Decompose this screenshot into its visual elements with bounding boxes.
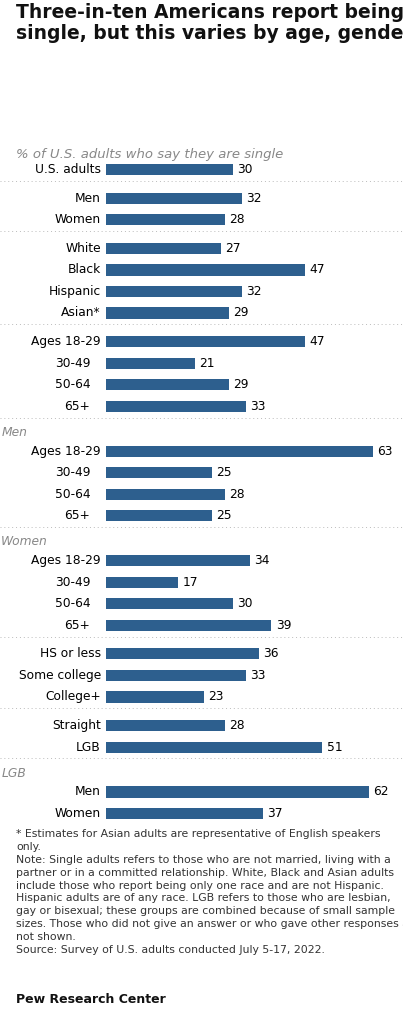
Text: 37: 37 bbox=[267, 807, 283, 820]
Text: 30-49: 30-49 bbox=[55, 356, 90, 370]
Text: 30: 30 bbox=[237, 597, 253, 610]
Text: 33: 33 bbox=[250, 399, 266, 413]
Text: Pew Research Center: Pew Research Center bbox=[16, 992, 166, 1006]
Text: * Estimates for Asian adults are representative of English speakers
only.
Note: : * Estimates for Asian adults are represe… bbox=[16, 829, 403, 954]
Text: 27: 27 bbox=[225, 242, 240, 255]
Bar bbox=[106, 286, 242, 297]
Text: U.S. adults: U.S. adults bbox=[35, 163, 101, 176]
Bar bbox=[106, 467, 212, 478]
Bar bbox=[106, 620, 272, 631]
Text: Straight: Straight bbox=[52, 719, 101, 732]
Text: 32: 32 bbox=[246, 191, 262, 205]
Text: 47: 47 bbox=[310, 335, 325, 348]
Bar bbox=[106, 598, 233, 609]
Bar bbox=[106, 488, 225, 500]
Bar bbox=[106, 164, 233, 175]
Bar bbox=[106, 243, 220, 254]
Text: 65+: 65+ bbox=[64, 618, 90, 632]
Text: 50-64: 50-64 bbox=[55, 378, 90, 391]
Text: 29: 29 bbox=[233, 378, 249, 391]
Text: 33: 33 bbox=[250, 669, 266, 682]
Bar bbox=[106, 648, 259, 659]
Text: Women: Women bbox=[55, 213, 101, 226]
Text: Men: Men bbox=[1, 426, 27, 438]
Text: 21: 21 bbox=[199, 356, 215, 370]
Text: 17: 17 bbox=[183, 575, 198, 589]
Text: HS or less: HS or less bbox=[40, 647, 101, 660]
Text: 51: 51 bbox=[327, 740, 342, 754]
Bar bbox=[106, 555, 250, 566]
Bar bbox=[106, 357, 195, 369]
Text: 23: 23 bbox=[208, 690, 223, 703]
Bar bbox=[106, 691, 204, 702]
Bar bbox=[106, 445, 373, 457]
Text: 36: 36 bbox=[263, 647, 278, 660]
Text: LGB: LGB bbox=[1, 767, 26, 779]
Text: 65+: 65+ bbox=[64, 399, 90, 413]
Text: 34: 34 bbox=[255, 554, 270, 567]
Text: 47: 47 bbox=[310, 263, 325, 276]
Text: 25: 25 bbox=[216, 466, 232, 479]
Bar bbox=[106, 577, 178, 588]
Text: Women: Women bbox=[55, 807, 101, 820]
Text: College+: College+ bbox=[45, 690, 101, 703]
Bar bbox=[106, 670, 246, 681]
Text: White: White bbox=[65, 242, 101, 255]
Text: 30: 30 bbox=[237, 163, 253, 176]
Bar bbox=[106, 193, 242, 204]
Text: 65+: 65+ bbox=[64, 509, 90, 522]
Text: 50-64: 50-64 bbox=[55, 597, 90, 610]
Bar bbox=[106, 379, 229, 390]
Bar bbox=[106, 741, 322, 753]
Bar bbox=[106, 808, 263, 819]
Text: % of U.S. adults who say they are single: % of U.S. adults who say they are single bbox=[16, 148, 283, 162]
Text: Three-in-ten Americans report being
single, but this varies by age, gender: Three-in-ten Americans report being sing… bbox=[16, 3, 403, 43]
Text: Black: Black bbox=[68, 263, 101, 276]
Text: LGB: LGB bbox=[76, 740, 101, 754]
Text: 25: 25 bbox=[216, 509, 232, 522]
Bar bbox=[106, 214, 225, 225]
Text: 30-49: 30-49 bbox=[55, 466, 90, 479]
Text: 28: 28 bbox=[229, 487, 245, 501]
Bar bbox=[106, 510, 212, 521]
Text: Ages 18-29: Ages 18-29 bbox=[31, 335, 101, 348]
Bar bbox=[106, 720, 225, 731]
Bar bbox=[106, 307, 229, 318]
Text: 28: 28 bbox=[229, 213, 245, 226]
Text: Some college: Some college bbox=[19, 669, 101, 682]
Text: Men: Men bbox=[75, 191, 101, 205]
Text: 29: 29 bbox=[233, 306, 249, 319]
Text: 30-49: 30-49 bbox=[55, 575, 90, 589]
Bar bbox=[106, 786, 369, 798]
Text: 62: 62 bbox=[373, 785, 389, 799]
Text: Men: Men bbox=[75, 785, 101, 799]
Text: Hispanic: Hispanic bbox=[49, 285, 101, 298]
Text: 28: 28 bbox=[229, 719, 245, 732]
Text: 39: 39 bbox=[276, 618, 291, 632]
Text: 63: 63 bbox=[378, 444, 393, 458]
Bar bbox=[106, 264, 305, 275]
Bar bbox=[106, 400, 246, 412]
Bar bbox=[106, 336, 305, 347]
Text: Ages 18-29: Ages 18-29 bbox=[31, 444, 101, 458]
Text: Women: Women bbox=[1, 536, 48, 548]
Text: 50-64: 50-64 bbox=[55, 487, 90, 501]
Text: 32: 32 bbox=[246, 285, 262, 298]
Text: Asian*: Asian* bbox=[61, 306, 101, 319]
Text: Ages 18-29: Ages 18-29 bbox=[31, 554, 101, 567]
